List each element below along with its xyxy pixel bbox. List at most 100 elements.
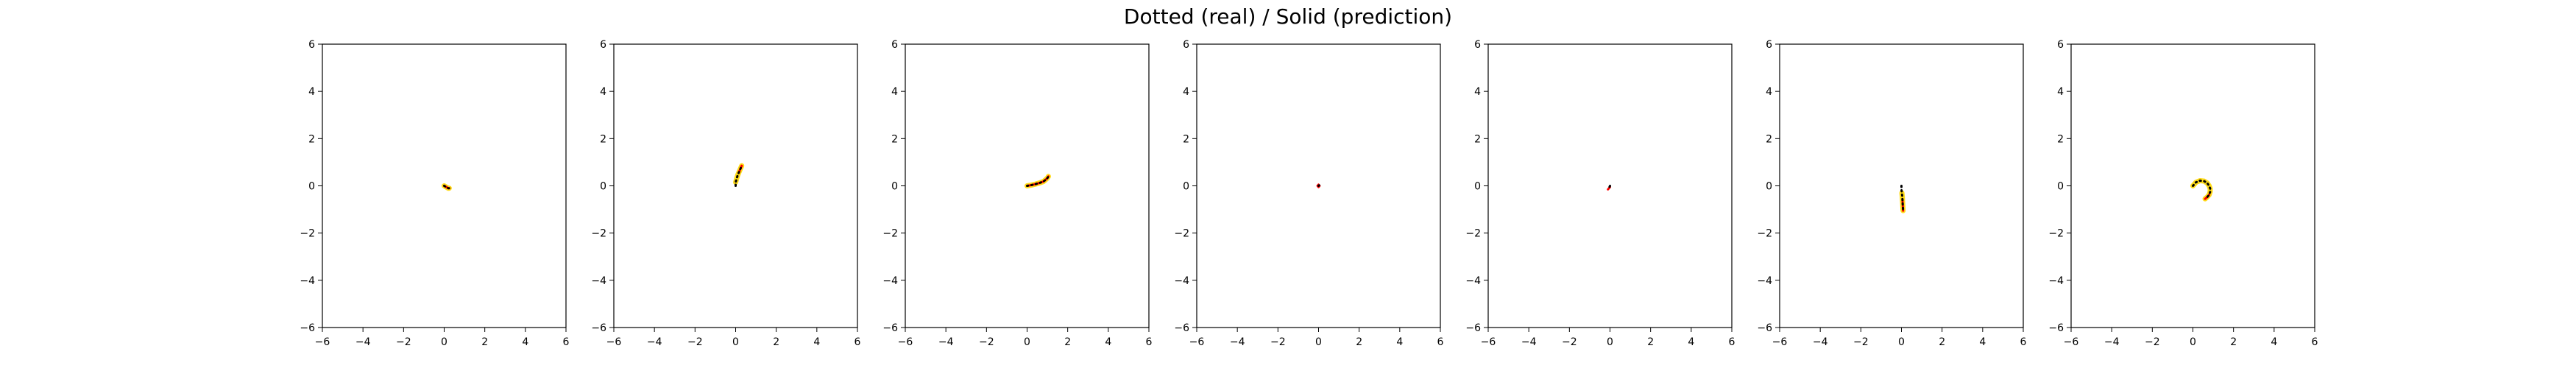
y-tick-label: −6	[1465, 322, 1481, 334]
y-tick-label: −2	[1174, 228, 1189, 240]
y-tick-label: 4	[1183, 86, 1189, 98]
y-tick-label: 2	[1474, 133, 1481, 145]
y-tick-label: 0	[308, 181, 315, 193]
y-tick-label: 2	[1183, 133, 1189, 145]
series-real-line	[443, 185, 450, 190]
x-tick-label: 4	[1688, 336, 1694, 348]
series-real-line	[1900, 185, 1905, 212]
series-real-line	[2192, 179, 2212, 200]
y-tick-label: −4	[1465, 275, 1481, 287]
x-tick-label: −6	[1481, 336, 1496, 348]
y-tick-label: 6	[2057, 39, 2064, 51]
x-tick-label: 2	[1064, 336, 1071, 348]
y-tick-label: 6	[308, 39, 315, 51]
x-tick-label: 4	[1105, 336, 1111, 348]
y-tick-label: 2	[891, 133, 898, 145]
x-tick-label: 6	[854, 336, 861, 348]
subplot-3: −6 −4 −2 0 2 4 6 −6 −4 −2 0 2 4 6	[882, 39, 1152, 348]
x-tick-label: −2	[396, 336, 411, 348]
y-tick-label: 2	[308, 133, 315, 145]
x-tick-label: −2	[1562, 336, 1577, 348]
figure-title: Dotted (real) / Solid (prediction)	[1123, 4, 1453, 29]
x-tick-label: −4	[1813, 336, 1828, 348]
x-tick-label: −4	[938, 336, 954, 348]
x-tick-label: 4	[813, 336, 820, 348]
subplot-2: −6 −4 −2 0 2 4 6 −6 −4 −2 0 2 4 6	[591, 39, 860, 348]
y-tick-label: −6	[2048, 322, 2064, 334]
y-tick-label: −2	[882, 228, 898, 240]
y-tick-label: −6	[1174, 322, 1189, 334]
subplot-4: −6 −4 −2 0 2 4 6 −6 −4 −2 0 2 4 6	[1174, 39, 1443, 348]
subplot-6: −6 −4 −2 0 2 4 6 −6 −4 −2 0 2 4 6	[1757, 39, 2026, 348]
x-tick-label: 2	[1939, 336, 1945, 348]
series-real-line	[1607, 185, 1611, 190]
x-tick-label: −6	[606, 336, 622, 348]
x-tick-label: −4	[1230, 336, 1245, 348]
x-tick-label: 0	[732, 336, 739, 348]
x-tick-label: 4	[1396, 336, 1403, 348]
x-tick-label: −6	[1189, 336, 1205, 348]
y-tick-label: 2	[600, 133, 606, 145]
y-tick-label: 6	[1474, 39, 1481, 51]
x-tick-label: 0	[1315, 336, 1322, 348]
x-tick-label: 2	[481, 336, 488, 348]
y-tick-label: −6	[1757, 322, 1772, 334]
x-tick-label: 4	[2271, 336, 2277, 348]
y-tick-label: −2	[1465, 228, 1481, 240]
y-tick-label: 4	[1474, 86, 1481, 98]
x-tick-label: 2	[773, 336, 779, 348]
x-tick-label: 6	[2020, 336, 2027, 348]
y-tick-label: −4	[2048, 275, 2064, 287]
y-tick-label: 6	[1766, 39, 1772, 51]
y-tick-label: 4	[1766, 86, 1772, 98]
x-tick-label: −2	[979, 336, 994, 348]
x-tick-label: 0	[2190, 336, 2196, 348]
y-tick-label: 6	[891, 39, 898, 51]
y-tick-label: −2	[1757, 228, 1772, 240]
x-tick-label: −4	[2104, 336, 2120, 348]
y-tick-label: −2	[591, 228, 606, 240]
y-tick-label: −4	[1174, 275, 1189, 287]
y-tick-label: 0	[891, 181, 898, 193]
y-tick-label: 0	[600, 181, 606, 193]
x-tick-label: 0	[441, 336, 447, 348]
y-tick-label: 4	[600, 86, 606, 98]
x-tick-label: −2	[2145, 336, 2160, 348]
x-tick-label: 6	[1146, 336, 1153, 348]
x-tick-label: 4	[1979, 336, 1986, 348]
y-tick-label: 2	[1766, 133, 1772, 145]
x-tick-label: −4	[647, 336, 662, 348]
y-tick-label: 4	[308, 86, 315, 98]
y-tick-label: −4	[1757, 275, 1772, 287]
x-tick-label: −4	[355, 336, 371, 348]
y-tick-label: −6	[591, 322, 606, 334]
y-tick-label: 6	[600, 39, 606, 51]
x-tick-label: −4	[1521, 336, 1537, 348]
x-tick-label: −2	[687, 336, 703, 348]
subplot-5: −6 −4 −2 0 2 4 6 −6 −4 −2 0 2 4 6	[1465, 39, 1735, 348]
series-real-line	[1026, 175, 1050, 187]
x-tick-label: −6	[2064, 336, 2079, 348]
x-tick-label: −6	[1772, 336, 1788, 348]
y-tick-label: 6	[1183, 39, 1189, 51]
x-tick-label: −2	[1853, 336, 1869, 348]
subplot-7: −6 −4 −2 0 2 4 6 −6 −4 −2 0 2 4 6	[2048, 39, 2318, 348]
y-tick-label: −6	[300, 322, 315, 334]
y-tick-label: 0	[2057, 181, 2064, 193]
x-tick-label: 0	[1607, 336, 1613, 348]
x-tick-label: 2	[2230, 336, 2237, 348]
x-tick-label: −6	[898, 336, 913, 348]
y-tick-label: −2	[2048, 228, 2064, 240]
y-tick-label: −6	[882, 322, 898, 334]
y-tick-label: 0	[1183, 181, 1189, 193]
x-tick-label: −6	[315, 336, 330, 348]
y-tick-label: 4	[891, 86, 898, 98]
x-tick-label: −2	[1270, 336, 1286, 348]
series-real-line	[735, 164, 743, 187]
x-tick-label: 4	[522, 336, 528, 348]
x-tick-label: 0	[1024, 336, 1030, 348]
y-tick-label: 0	[1766, 181, 1772, 193]
y-tick-label: −4	[300, 275, 315, 287]
subplot-1: −6 −4 −2 0 2 4 6 −6 −4 −2 0 2 4 6	[300, 39, 569, 348]
